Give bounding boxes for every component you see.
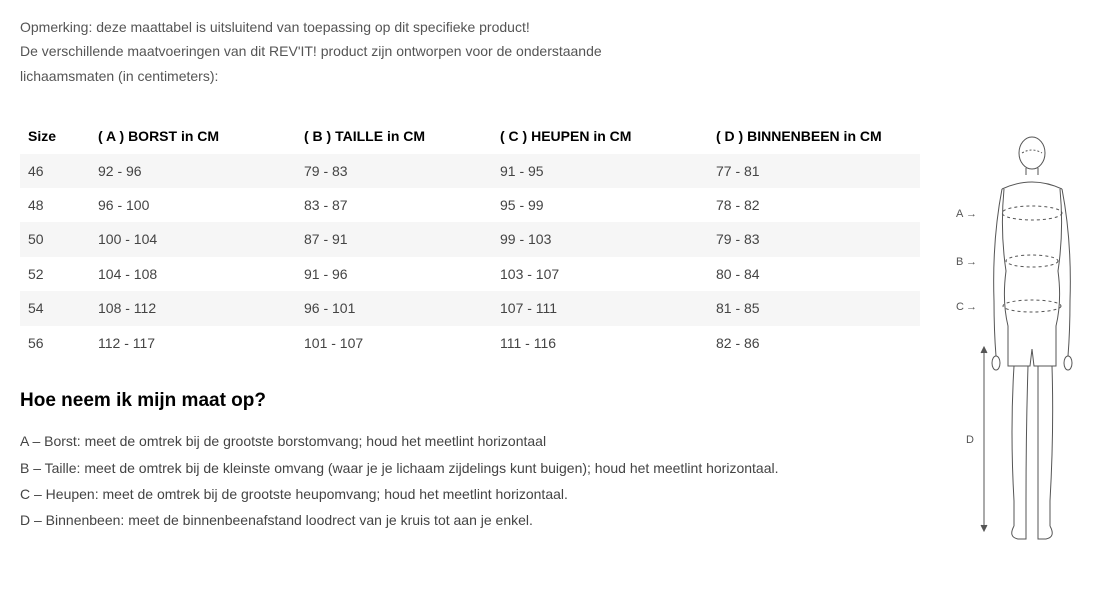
- howto-heading: Hoe neem ik mijn maat op?: [20, 386, 944, 416]
- table-row: 46 92 - 96 79 - 83 91 - 95 77 - 81: [20, 154, 920, 188]
- cell-a: 100 - 104: [90, 222, 296, 256]
- table-row: 50 100 - 104 87 - 91 99 - 103 79 - 83: [20, 222, 920, 256]
- cell-d: 80 - 84: [708, 257, 920, 291]
- cell-d: 79 - 83: [708, 222, 920, 256]
- cell-a: 112 - 117: [90, 326, 296, 360]
- table-header-row: Size ( A ) BORST in CM ( B ) TAILLE in C…: [20, 119, 920, 153]
- intro-line-3: lichaamsmaten (in centimeters):: [20, 65, 1087, 87]
- th-d: ( D ) BINNENBEEN in CM: [708, 119, 920, 153]
- cell-size: 48: [20, 188, 90, 222]
- cell-size: 50: [20, 222, 90, 256]
- cell-d: 82 - 86: [708, 326, 920, 360]
- diagram-label-a: A: [956, 208, 964, 220]
- diagram-label-c: C: [956, 301, 964, 313]
- table-row: 56 112 - 117 101 - 107 111 - 116 82 - 86: [20, 326, 920, 360]
- table-row: 54 108 - 112 96 - 101 107 - 111 81 - 85: [20, 291, 920, 325]
- cell-size: 54: [20, 291, 90, 325]
- cell-a: 92 - 96: [90, 154, 296, 188]
- cell-b: 96 - 101: [296, 291, 492, 325]
- cell-size: 46: [20, 154, 90, 188]
- diagram-label-d: D: [966, 434, 974, 446]
- cell-c: 95 - 99: [492, 188, 708, 222]
- cell-c: 103 - 107: [492, 257, 708, 291]
- diagram-label-b: B: [956, 256, 963, 268]
- instruction-d: D – Binnenbeen: meet de binnenbeenafstan…: [20, 509, 944, 531]
- table-row: 52 104 - 108 91 - 96 103 - 107 80 - 84: [20, 257, 920, 291]
- mannequin-icon: A → B → C → D: [952, 131, 1087, 551]
- cell-d: 81 - 85: [708, 291, 920, 325]
- arrow-icon: →: [966, 208, 977, 220]
- instruction-c: C – Heupen: meet de omtrek bij de groots…: [20, 483, 944, 505]
- cell-b: 79 - 83: [296, 154, 492, 188]
- cell-c: 111 - 116: [492, 326, 708, 360]
- cell-c: 91 - 95: [492, 154, 708, 188]
- cell-size: 52: [20, 257, 90, 291]
- arrow-icon: →: [966, 301, 977, 313]
- cell-a: 108 - 112: [90, 291, 296, 325]
- intro-text: Opmerking: deze maattabel is uitsluitend…: [20, 16, 1087, 87]
- cell-b: 91 - 96: [296, 257, 492, 291]
- th-b: ( B ) TAILLE in CM: [296, 119, 492, 153]
- cell-b: 83 - 87: [296, 188, 492, 222]
- instruction-b: B – Taille: meet de omtrek bij de kleins…: [20, 457, 944, 479]
- th-a: ( A ) BORST in CM: [90, 119, 296, 153]
- cell-size: 56: [20, 326, 90, 360]
- body-diagram: A → B → C → D: [944, 119, 1087, 551]
- size-table: Size ( A ) BORST in CM ( B ) TAILLE in C…: [20, 119, 920, 360]
- intro-line-2: De verschillende maatvoeringen van dit R…: [20, 40, 1087, 62]
- th-c: ( C ) HEUPEN in CM: [492, 119, 708, 153]
- instructions-block: A – Borst: meet de omtrek bij de grootst…: [20, 430, 944, 532]
- table-row: 48 96 - 100 83 - 87 95 - 99 78 - 82: [20, 188, 920, 222]
- cell-c: 107 - 111: [492, 291, 708, 325]
- cell-a: 96 - 100: [90, 188, 296, 222]
- cell-c: 99 - 103: [492, 222, 708, 256]
- cell-d: 77 - 81: [708, 154, 920, 188]
- cell-b: 101 - 107: [296, 326, 492, 360]
- cell-b: 87 - 91: [296, 222, 492, 256]
- instruction-a: A – Borst: meet de omtrek bij de grootst…: [20, 430, 944, 452]
- intro-line-1: Opmerking: deze maattabel is uitsluitend…: [20, 16, 1087, 38]
- cell-a: 104 - 108: [90, 257, 296, 291]
- cell-d: 78 - 82: [708, 188, 920, 222]
- arrow-icon: →: [966, 256, 977, 268]
- th-size: Size: [20, 119, 90, 153]
